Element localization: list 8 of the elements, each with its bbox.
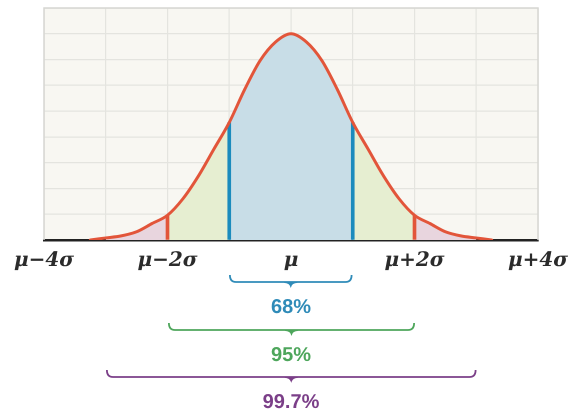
text: 99.7% xyxy=(262,391,320,409)
text: 68% xyxy=(270,296,312,318)
x-tick-label: μ+4σ xyxy=(508,247,568,272)
x-tick-label: μ+2σ xyxy=(384,247,445,272)
x-tick-label: μ−4σ xyxy=(14,247,74,272)
text: 95% xyxy=(270,344,312,366)
x-tick-label: μ xyxy=(284,247,298,272)
x-tick-label: μ−2σ xyxy=(137,247,198,272)
